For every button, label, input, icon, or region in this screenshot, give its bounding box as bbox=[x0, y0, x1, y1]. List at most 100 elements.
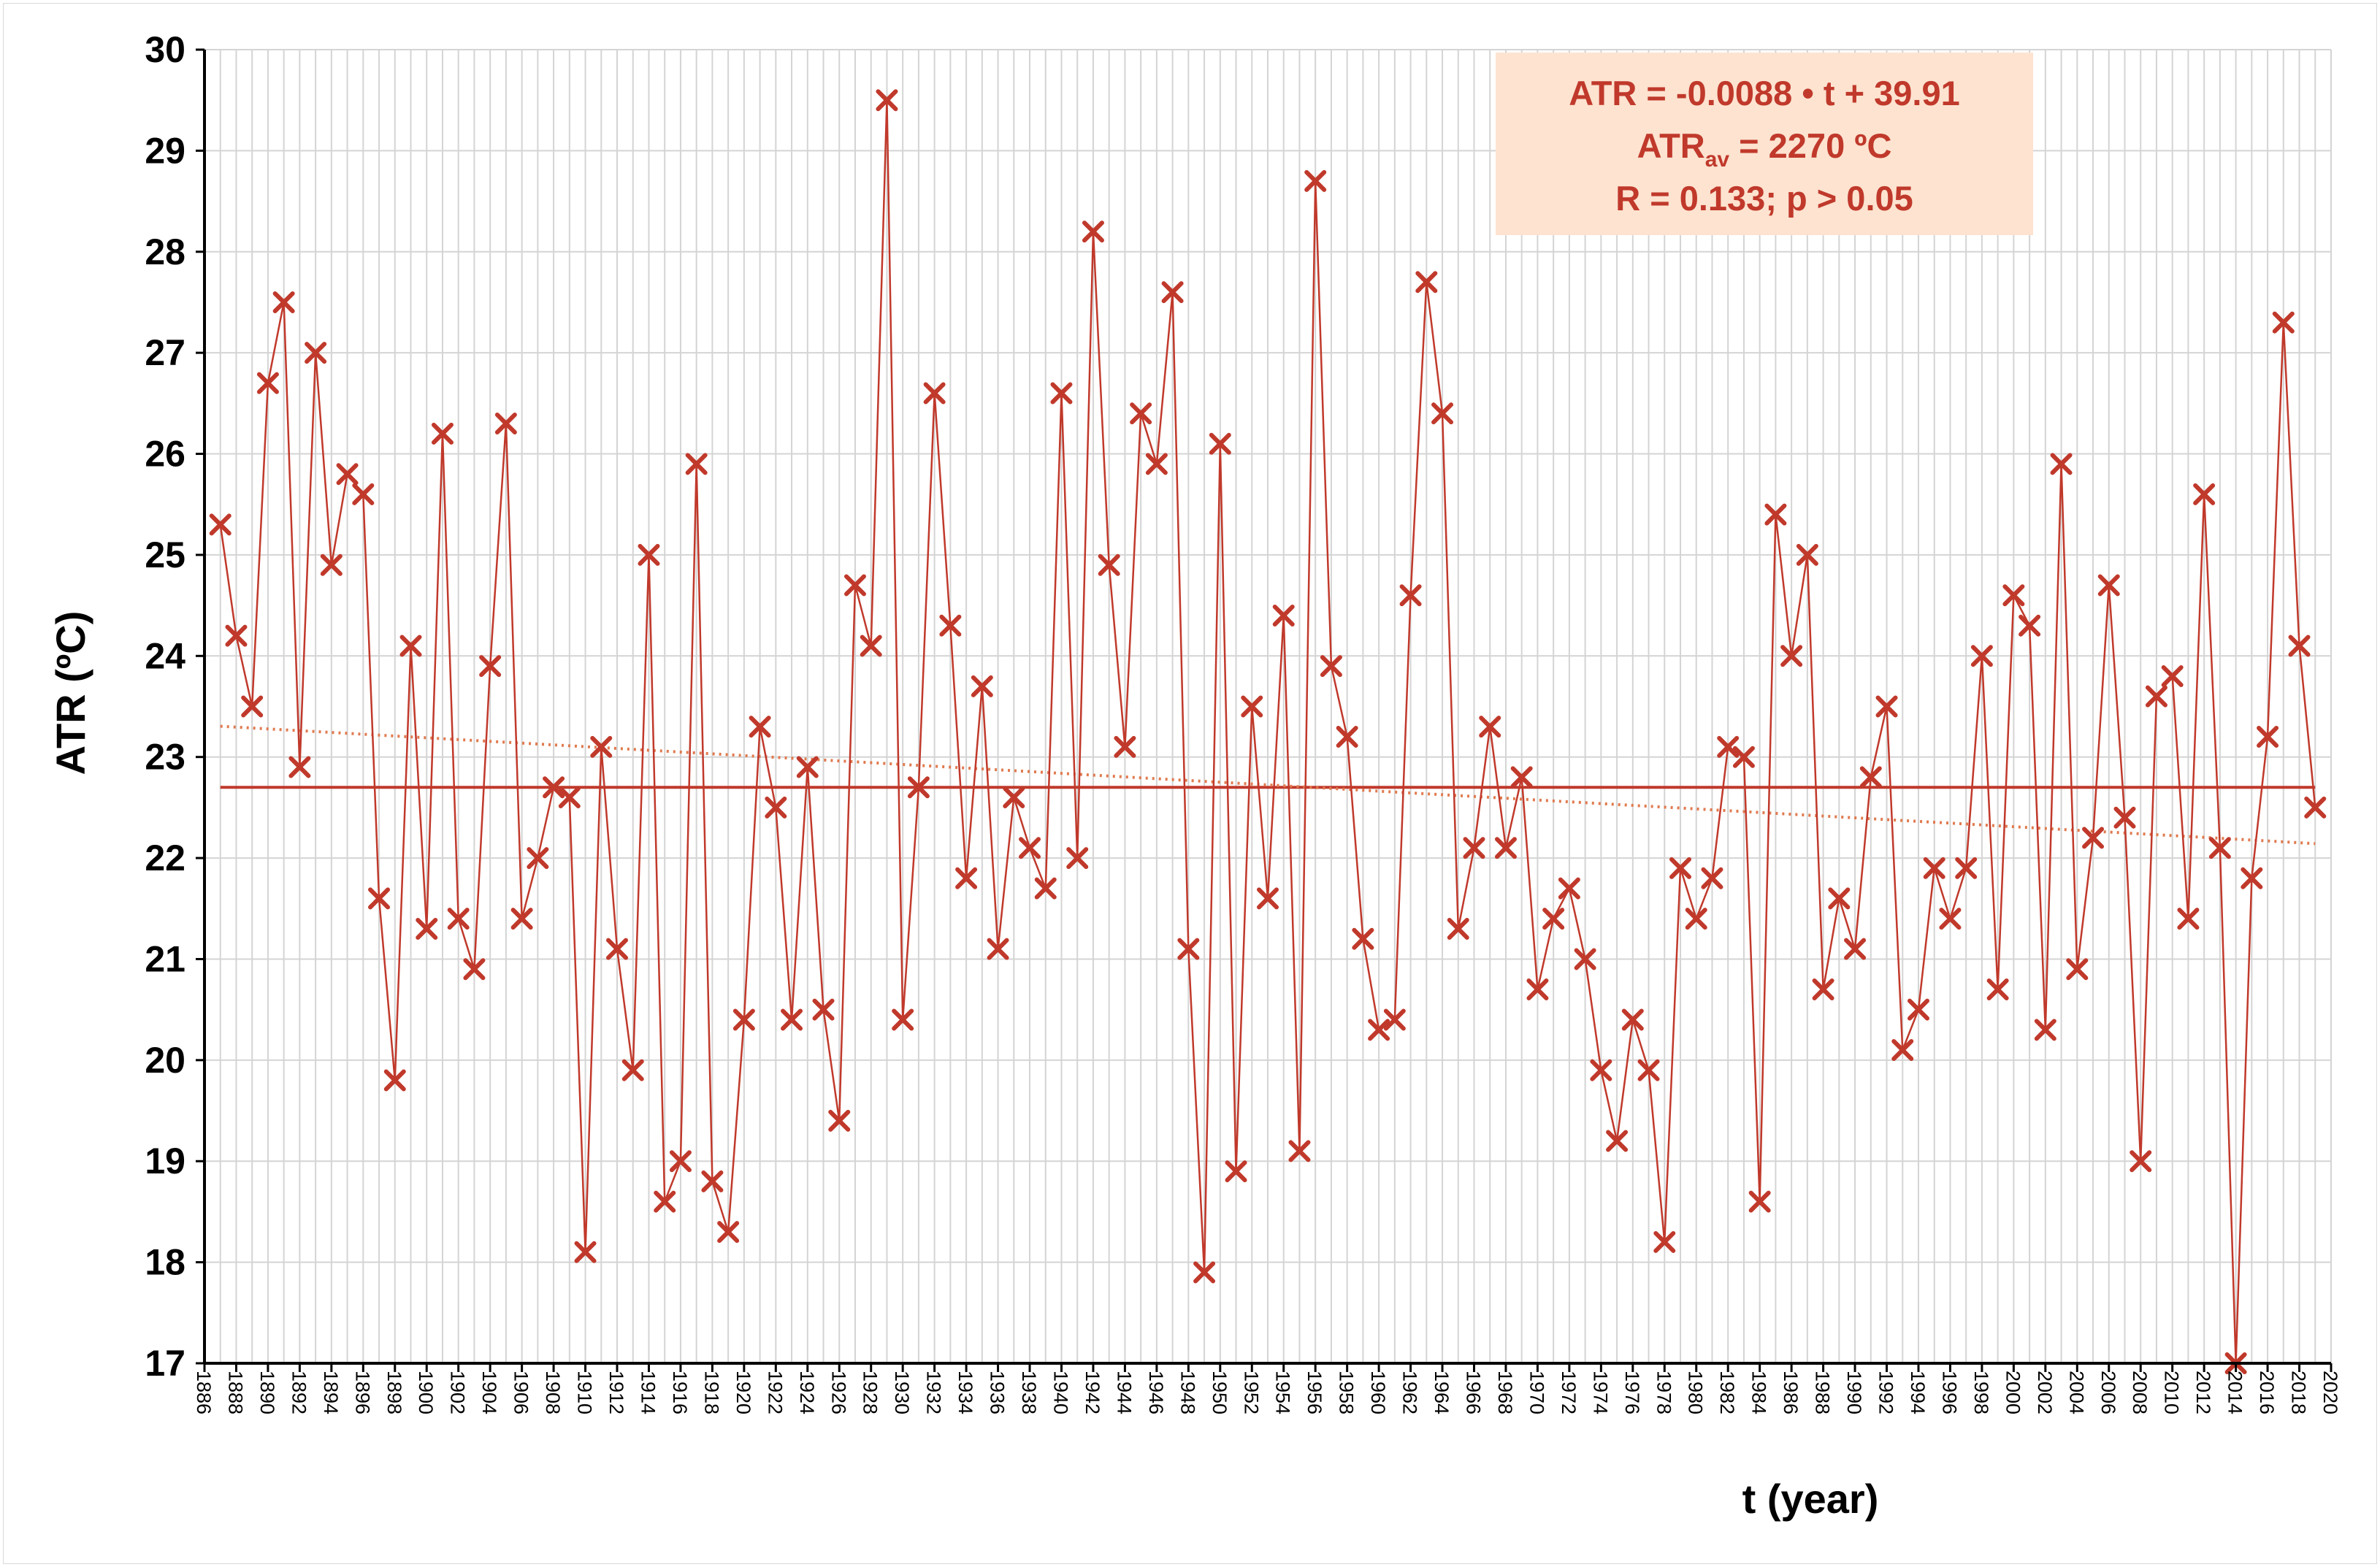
data-series bbox=[209, 89, 2327, 1374]
data-point bbox=[2034, 1019, 2056, 1041]
y-tick-label: 23 bbox=[145, 737, 185, 778]
data-point bbox=[336, 463, 359, 486]
data-point bbox=[543, 776, 565, 799]
data-point bbox=[225, 624, 248, 647]
data-point bbox=[923, 382, 946, 405]
data-point bbox=[383, 1069, 406, 1092]
x-tick-label: 1926 bbox=[827, 1371, 849, 1414]
data-point bbox=[1796, 543, 1818, 566]
data-point bbox=[1606, 1130, 1629, 1152]
y-tick-label: 18 bbox=[145, 1242, 185, 1283]
x-tick-label: 2020 bbox=[2319, 1371, 2341, 1414]
x-tick-label: 1950 bbox=[1209, 1371, 1231, 1414]
y-tick-label: 20 bbox=[145, 1040, 185, 1081]
x-tick-label: 1944 bbox=[1113, 1371, 1135, 1414]
data-point bbox=[1383, 1008, 1406, 1031]
chart-background bbox=[3, 3, 2377, 1564]
y-tick-label: 27 bbox=[145, 332, 185, 373]
data-point bbox=[1288, 1140, 1311, 1162]
y-tick-label: 24 bbox=[145, 635, 185, 676]
data-point bbox=[812, 998, 835, 1021]
data-point bbox=[843, 574, 866, 597]
x-tick-label: 1990 bbox=[1843, 1371, 1865, 1414]
data-point bbox=[1352, 927, 1374, 950]
x-tick-label: 1962 bbox=[1399, 1371, 1421, 1414]
y-tick-label: 29 bbox=[145, 130, 185, 171]
x-tick-labels: 1886 1888 1890 1892 1894 1896 1898 1900 1902 1904… bbox=[193, 1371, 2341, 1414]
data-point bbox=[1415, 271, 1438, 294]
x-tick-label: 2004 bbox=[2065, 1371, 2087, 1414]
data-point bbox=[669, 1150, 692, 1173]
average-value-text: = 2270 ºC bbox=[1729, 126, 1891, 165]
x-tick-label: 1954 bbox=[1272, 1371, 1294, 1414]
x-tick-label: 1992 bbox=[1875, 1371, 1897, 1414]
data-point bbox=[288, 756, 311, 778]
data-point bbox=[1161, 281, 1184, 304]
data-point bbox=[654, 1190, 676, 1213]
data-point bbox=[1891, 1039, 1914, 1062]
x-tick-label: 1958 bbox=[1336, 1371, 1358, 1414]
x-tick-label: 1908 bbox=[542, 1371, 564, 1414]
data-point bbox=[2288, 635, 2311, 657]
data-point bbox=[1193, 1261, 1216, 1284]
data-point bbox=[2130, 1150, 2152, 1173]
data-point bbox=[1399, 584, 1422, 607]
data-point bbox=[1336, 726, 1358, 748]
x-axis-label: t (year) bbox=[1742, 1476, 1879, 1522]
x-tick-label: 1956 bbox=[1304, 1371, 1325, 1414]
x-tick-label: 1964 bbox=[1431, 1371, 1453, 1414]
x-tick-label: 1900 bbox=[415, 1371, 437, 1414]
data-point bbox=[907, 776, 930, 799]
y-tick-label: 17 bbox=[145, 1343, 185, 1384]
data-point bbox=[1780, 645, 1803, 667]
data-point bbox=[939, 614, 962, 637]
x-tick-label: 2010 bbox=[2161, 1371, 2183, 1414]
x-tick-label: 1928 bbox=[860, 1371, 881, 1414]
x-tick-label: 1986 bbox=[1780, 1371, 1802, 1414]
x-tick-label: 1952 bbox=[1240, 1371, 1262, 1414]
annotation-background bbox=[1496, 53, 2033, 235]
data-point bbox=[1590, 1059, 1612, 1081]
x-tick-label: 1930 bbox=[891, 1371, 913, 1414]
x-tick-label: 1904 bbox=[478, 1371, 500, 1414]
data-point bbox=[1986, 978, 2009, 1000]
data-point bbox=[1003, 786, 1025, 809]
x-tick-label: 1974 bbox=[1589, 1371, 1611, 1414]
data-point bbox=[305, 342, 327, 364]
data-point bbox=[1034, 877, 1057, 900]
data-point bbox=[209, 513, 232, 536]
x-tick-label: 1976 bbox=[1621, 1371, 1643, 1414]
data-point bbox=[1479, 716, 1501, 738]
x-tick-label: 2008 bbox=[2129, 1371, 2151, 1414]
x-tick-label: 1998 bbox=[1970, 1371, 1992, 1414]
correlation-stats: R = 0.133; p > 0.05 bbox=[1615, 179, 1913, 218]
x-tick-label: 1896 bbox=[351, 1371, 373, 1414]
y-tick-label: 21 bbox=[145, 938, 185, 979]
x-tick-label: 1910 bbox=[574, 1371, 596, 1414]
data-point bbox=[1828, 887, 1851, 910]
data-point bbox=[621, 1059, 644, 1081]
data-point bbox=[1812, 978, 1834, 1000]
x-tick-label: 2000 bbox=[2002, 1371, 2024, 1414]
data-point bbox=[1320, 655, 1342, 678]
data-point bbox=[2161, 664, 2184, 687]
data-point bbox=[1685, 908, 1707, 930]
data-point bbox=[368, 887, 391, 910]
x-tick-label: 1934 bbox=[954, 1371, 976, 1414]
x-tick-label: 2006 bbox=[2097, 1371, 2119, 1414]
data-point bbox=[1463, 837, 1485, 859]
data-point bbox=[2113, 806, 2136, 829]
data-point bbox=[1114, 735, 1136, 758]
data-point bbox=[1939, 908, 1962, 930]
data-point bbox=[860, 635, 882, 657]
y-axis-label: ATR (ºC) bbox=[47, 611, 93, 775]
data-point bbox=[1732, 746, 1755, 768]
data-point bbox=[463, 958, 486, 981]
data-point bbox=[1177, 938, 1200, 960]
data-point bbox=[2304, 796, 2327, 819]
data-point bbox=[1542, 908, 1565, 930]
regression-equation: ATR = -0.0088 • t + 39.91 bbox=[1569, 74, 1959, 112]
data-point bbox=[1574, 948, 1596, 970]
x-tick-label: 1894 bbox=[320, 1371, 342, 1414]
data-point bbox=[558, 786, 581, 809]
